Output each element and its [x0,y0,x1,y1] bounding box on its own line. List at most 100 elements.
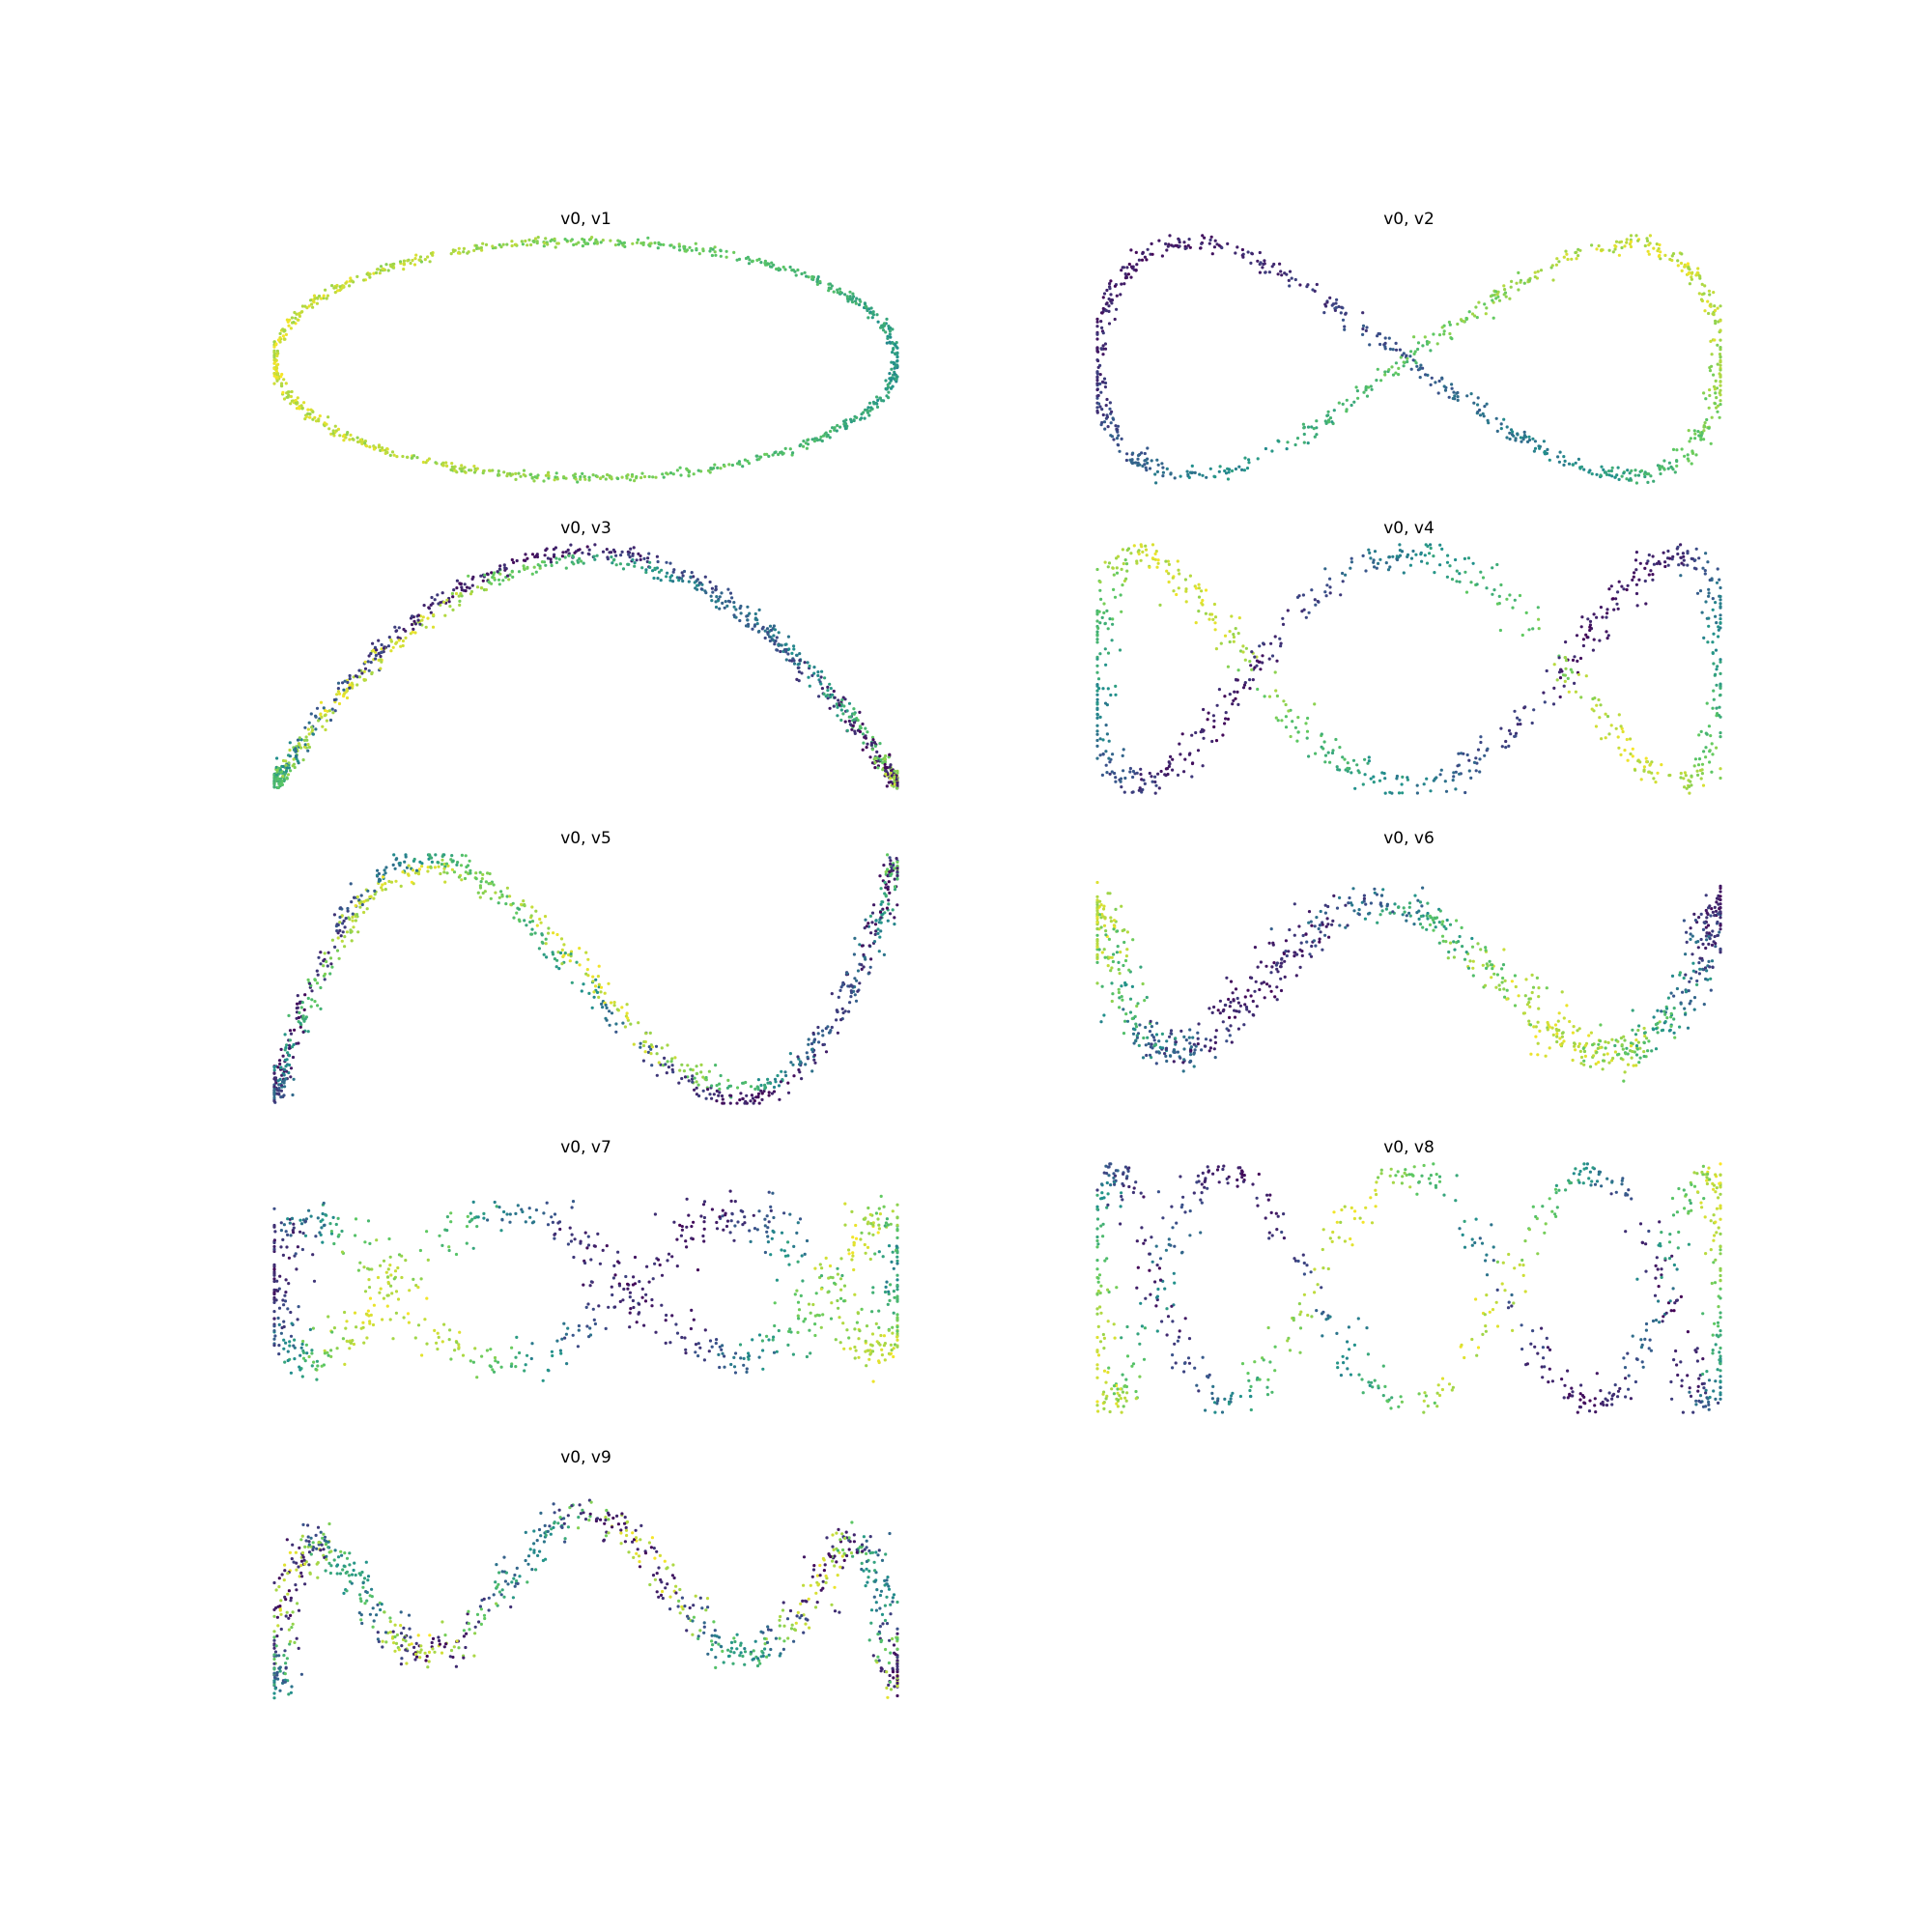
data-point [1619,753,1623,757]
data-point [349,433,353,437]
data-point [443,613,447,617]
data-point [895,903,899,907]
data-point [1228,639,1232,644]
data-point [351,437,355,440]
data-point [391,863,395,867]
data-point [444,862,449,866]
data-point [1607,473,1611,477]
data-point [1264,270,1267,274]
data-point [287,1043,292,1047]
data-point [272,1099,276,1103]
data-point [841,712,845,716]
data-point [1712,632,1716,636]
data-point [1269,927,1273,931]
data-point [1144,544,1148,548]
data-point [1402,364,1406,368]
data-point [790,651,794,656]
data-point [1613,247,1617,251]
data-point [1705,916,1709,920]
data-point [1719,594,1722,599]
data-point [1387,336,1391,340]
data-point [336,690,340,694]
data-point [346,431,350,435]
data-point [1710,959,1715,963]
data-point [311,299,316,303]
data-point [283,1058,287,1062]
data-point [410,456,413,460]
data-point [1438,563,1442,567]
data-point [1106,651,1111,655]
data-point [848,298,852,301]
data-point [1398,348,1402,352]
data-point [1556,455,1560,459]
data-point [1150,242,1153,245]
data-point [510,243,514,248]
data-point [1495,429,1499,433]
data-point [542,952,546,956]
data-point [1095,683,1099,687]
data-point [594,240,598,243]
data-point [610,551,613,554]
data-point [1710,415,1714,419]
data-point [534,475,539,479]
data-point [1691,961,1695,965]
data-point [824,1050,829,1054]
data-point [426,869,430,873]
data-point [892,360,895,364]
data-point [1659,250,1662,254]
data-point [1343,325,1347,328]
data-point [830,284,834,288]
data-point [1485,306,1489,310]
data-point [1256,687,1260,692]
data-point [1704,397,1708,401]
data-point [576,480,580,484]
data-point [1620,726,1624,731]
data-point [820,1029,825,1033]
data-point [1188,245,1192,249]
data-point [283,1067,287,1071]
data-point [774,1080,778,1084]
data-point [767,1094,771,1097]
data-point [1605,715,1610,719]
data-point [704,1075,708,1080]
data-point [1168,234,1172,238]
data-point [1440,547,1444,552]
data-point [678,466,682,469]
data-point [1415,791,1419,795]
data-point [1695,769,1699,773]
data-point [1383,791,1387,795]
data-point [889,859,893,863]
subplot-title: v0, v5 [560,829,611,848]
data-point [274,369,278,373]
data-point [1328,760,1332,764]
data-point [1305,736,1309,740]
data-point [1188,574,1192,578]
data-point [797,662,802,666]
data-point [1636,759,1640,763]
data-point [1634,551,1638,554]
data-point [1141,464,1145,469]
data-point [1643,243,1647,248]
data-point [1428,552,1432,555]
data-point [1387,555,1391,559]
data-point [330,707,334,711]
data-point [561,551,565,554]
data-point [1479,948,1483,952]
data-point [1394,361,1398,365]
data-point [1465,394,1469,398]
data-point [1095,406,1099,410]
data-point [1497,298,1502,302]
data-point [484,880,488,884]
data-point [653,241,657,245]
data-point [1095,325,1099,328]
data-point [1349,566,1352,570]
data-point [1623,749,1627,753]
data-point [870,748,875,752]
data-point [1599,473,1603,477]
data-point [380,660,384,664]
data-point [423,258,427,262]
data-point [357,675,362,679]
data-point [601,550,606,554]
data-point [1455,580,1459,583]
data-point [879,929,883,933]
